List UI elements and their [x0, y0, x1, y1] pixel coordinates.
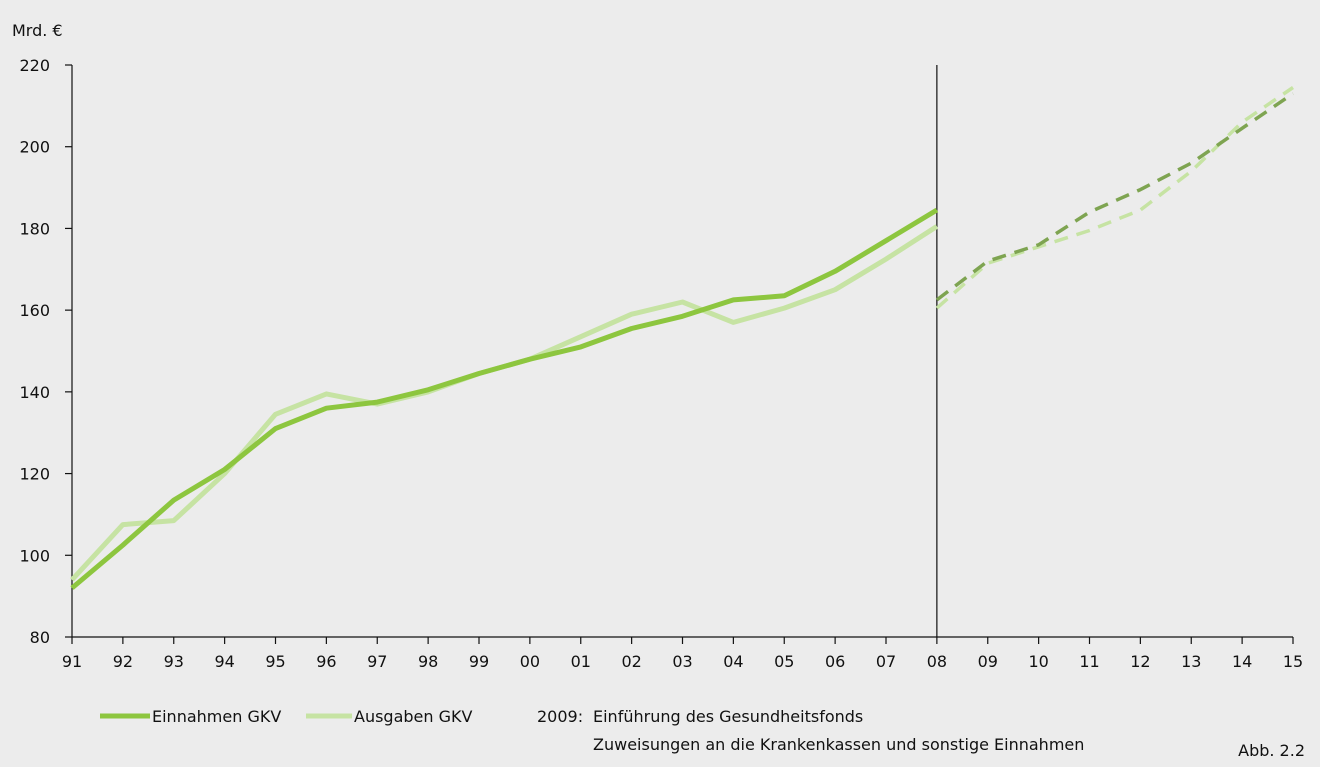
- x-tick-label: 12: [1130, 652, 1150, 671]
- y-tick-label: 100: [19, 546, 50, 565]
- y-tick-label: 140: [19, 383, 50, 402]
- x-tick-label: 96: [316, 652, 336, 671]
- x-tick-label: 10: [1028, 652, 1048, 671]
- figure-label: Abb. 2.2: [1238, 741, 1305, 760]
- x-tick-label: 99: [469, 652, 489, 671]
- x-tick-label: 09: [978, 652, 998, 671]
- x-tick-label: 01: [571, 652, 591, 671]
- y-tick-label: 80: [30, 628, 50, 647]
- x-tick-label: 95: [265, 652, 285, 671]
- x-tick-label: 92: [113, 652, 133, 671]
- legend-label-ausgaben: Ausgaben GKV: [354, 707, 473, 726]
- legend: Einnahmen GKV Ausgaben GKV 2009: Einführ…: [100, 707, 1084, 754]
- y-tick-label: 180: [19, 219, 50, 238]
- x-tick-label: 05: [774, 652, 794, 671]
- series-line-1: [70, 224, 939, 582]
- x-tick-label: 15: [1283, 652, 1303, 671]
- legend-note-line1: Einführung des Gesundheitsfonds: [593, 707, 863, 726]
- legend-note-year: 2009:: [537, 707, 583, 726]
- series-line-3: [935, 86, 1294, 310]
- series-line-0: [70, 207, 939, 590]
- x-tick-label: 98: [418, 652, 438, 671]
- x-tick-label: 04: [723, 652, 743, 671]
- x-tick-label: 13: [1181, 652, 1201, 671]
- x-tick-label: 91: [62, 652, 82, 671]
- x-axis: 91 92 93 94 95 96 97 98 99 00 01 02 03 04 05 06 07 08 09 10…: [62, 65, 1303, 671]
- x-tick-label: 08: [927, 652, 947, 671]
- x-tick-label: 11: [1079, 652, 1099, 671]
- x-tick-label: 06: [825, 652, 845, 671]
- series-group: [70, 86, 1294, 590]
- x-tick-label: 93: [164, 652, 184, 671]
- x-tick-label: 00: [520, 652, 540, 671]
- y-tick-label: 200: [19, 138, 50, 157]
- x-tick-label: 02: [621, 652, 641, 671]
- x-tick-label: 94: [214, 652, 234, 671]
- y-axis-label: Mrd. €: [12, 21, 63, 40]
- y-tick-label: 220: [19, 56, 50, 75]
- x-tick-label: 97: [367, 652, 387, 671]
- y-axis: 80 100 120 140 160 180 200 220: [19, 56, 73, 647]
- legend-label-einnahmen: Einnahmen GKV: [152, 707, 281, 726]
- x-tick-label: 14: [1232, 652, 1252, 671]
- x-tick-label: 03: [672, 652, 692, 671]
- series-line-2: [935, 92, 1294, 302]
- x-tick-label: 07: [876, 652, 896, 671]
- y-tick-label: 160: [19, 301, 50, 320]
- legend-note-line2: Zuweisungen an die Krankenkassen und son…: [593, 735, 1084, 754]
- y-tick-label: 120: [19, 465, 50, 484]
